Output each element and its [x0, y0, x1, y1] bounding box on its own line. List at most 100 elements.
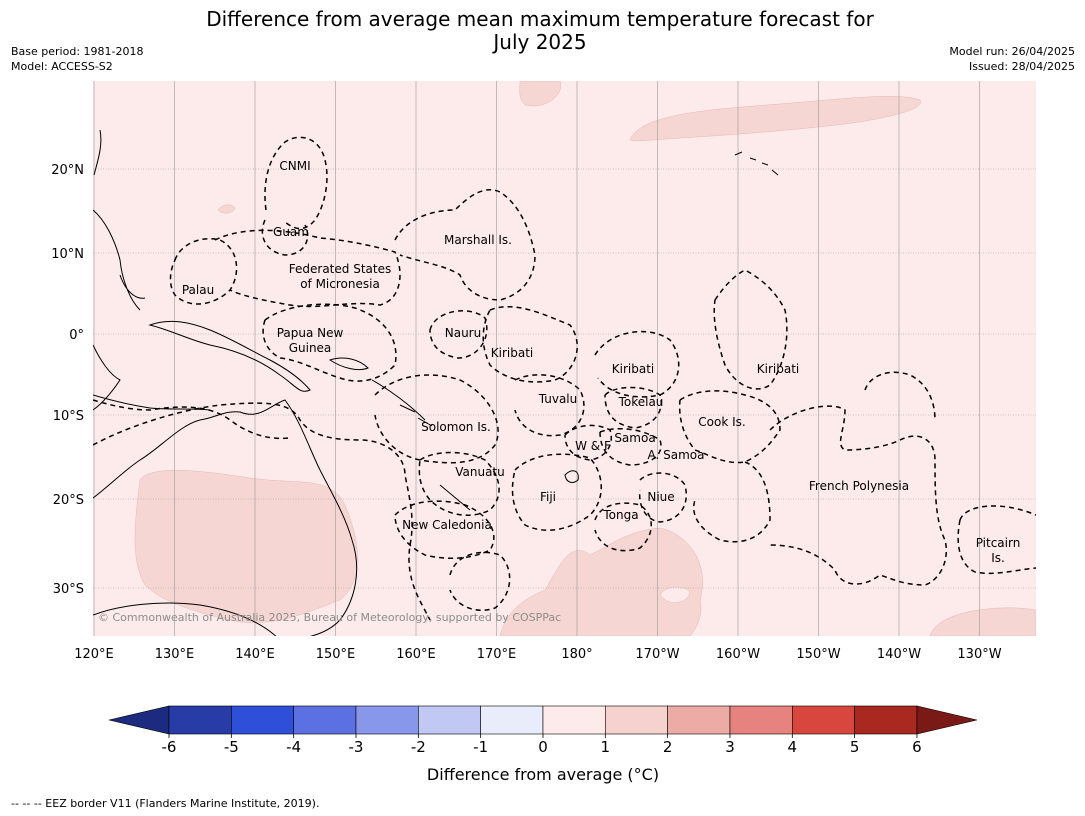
lon-tick-label: 170°W [635, 647, 679, 662]
meta-left: Base period: 1981-2018 Model: ACCESS-S2 [11, 44, 143, 74]
label-kiribati-east: Kiribati [757, 362, 799, 376]
label-pitcairn-line1: Pitcairn [976, 536, 1021, 550]
anomaly-region-small [217, 204, 236, 214]
eez-tokelau [604, 386, 662, 429]
coast-philippines [93, 129, 146, 311]
label-tokelau: Tokelau [618, 395, 664, 409]
anomaly-hole [659, 586, 691, 603]
meta-right: Model run: 26/04/2025 Issued: 28/04/2025 [949, 44, 1075, 74]
label-pitcairn-line2: Is. [991, 551, 1005, 565]
colorbar-tick-label: -1 [473, 738, 488, 756]
model-run: Model run: 26/04/2025 [949, 45, 1075, 58]
label-kiribati-west: Kiribati [491, 346, 533, 360]
colorbar-tick-label: -3 [349, 738, 364, 756]
lat-tick-label: 0° [69, 328, 84, 343]
lon-tick-label: 160°W [716, 647, 760, 662]
label-marshall: Marshall Is. [444, 233, 512, 247]
coast-new-guinea [148, 320, 311, 392]
label-fiji: Fiji [540, 490, 556, 504]
coast-fiji [564, 470, 579, 483]
title-line-2: July 2025 [493, 30, 587, 54]
region-labels: CNMI Guam Marshall Is. Federated States … [182, 159, 1020, 565]
colorbar-tick-label: 5 [850, 738, 860, 756]
colorbar-tick-label: 1 [601, 738, 611, 756]
eez-solomon [374, 374, 499, 464]
colorbar-over-arrow [916, 705, 978, 735]
colorbar-title: Difference from average (°C) [427, 765, 659, 784]
lat-tick-label: 20°S [53, 493, 84, 508]
label-american-samoa: A. Samoa [648, 448, 705, 462]
eez-borders [93, 136, 1036, 621]
lon-tick-label: 140°E [235, 647, 275, 662]
lon-tick-label: 180° [561, 647, 592, 662]
eez-kiribati-w [482, 306, 578, 383]
eez-png [262, 303, 397, 382]
colorbar-segment [791, 705, 855, 735]
eez-tuvalu [514, 374, 585, 437]
colorbar-tick-label: -6 [162, 738, 177, 756]
lat-tick-label: 30°S [53, 582, 84, 597]
label-new-caledonia: New Caledonia [402, 518, 492, 532]
eez-new-caledonia [394, 500, 495, 560]
colorbar-tick-label: 0 [538, 738, 548, 756]
colorbar-tick-label: -2 [411, 738, 426, 756]
colorbar-segment [667, 705, 731, 735]
anomaly-region-australia [134, 470, 358, 623]
colorbar-segment [854, 705, 918, 735]
eez-fsm [214, 229, 401, 308]
lon-tick-label: 170°E [477, 647, 517, 662]
anomaly-region-south-pacific [499, 527, 1036, 636]
label-png-line1: Papua New [277, 326, 344, 340]
lon-tick-label: 130°W [957, 647, 1001, 662]
label-png-line2: Guinea [289, 341, 332, 355]
colorbar-tick-label: 6 [912, 738, 922, 756]
map-area: CNMI Guam Marshall Is. Federated States … [93, 81, 1036, 636]
gridlines [93, 81, 1036, 636]
anomaly-region-north-pacific [519, 81, 921, 142]
eez-cnmi [264, 136, 328, 230]
coastlines [93, 129, 779, 636]
eez-vanuatu [418, 451, 500, 516]
label-cook: Cook Is. [698, 415, 745, 429]
label-guam: Guam [273, 225, 309, 239]
colorbar-segment [168, 705, 232, 735]
eez-wallis-futuna [564, 424, 612, 461]
colorbar-tick-label: 2 [663, 738, 673, 756]
colorbar: -6 -5 -4 -3 -2 -1 0 1 2 3 4 5 6 [108, 705, 978, 756]
copyright-notice: © Commonwealth of Australia 2025, Bureau… [98, 611, 561, 624]
colorbar-segment [293, 705, 357, 735]
longitude-ticks: 120°E 130°E 140°E 150°E 160°E 170°E 180° 170°W 1… [74, 647, 1001, 662]
label-wallis-futuna: W & F [575, 439, 611, 453]
lon-tick-label: 120°E [74, 647, 114, 662]
eez-french-polynesia [769, 405, 947, 586]
coast-new-britain [328, 357, 426, 421]
label-solomon: Solomon Is. [421, 420, 491, 434]
lon-tick-label: 160°E [396, 647, 436, 662]
colorbar-tick-label: 4 [788, 738, 798, 756]
colorbar-segment [542, 705, 606, 735]
latitude-ticks: 20°N 10°N 0° 10°S 20°S 30°S [51, 163, 84, 597]
label-tuvalu: Tuvalu [538, 392, 578, 406]
colorbar-tick-label: -5 [224, 738, 239, 756]
eez-kiribati-c [594, 330, 680, 398]
label-fsm-line1: Federated States [289, 262, 391, 276]
lat-tick-label: 10°N [51, 247, 84, 262]
eez-indonesia [93, 399, 291, 440]
label-french-polynesia: French Polynesia [809, 479, 909, 493]
eez-cook-south [693, 461, 771, 543]
eez-fiji [511, 453, 602, 531]
eez-samoa [599, 427, 662, 466]
label-cnmi: CNMI [279, 159, 310, 173]
lat-tick-label: 20°N [51, 163, 84, 178]
coast-australia [93, 399, 358, 636]
coast-solomon [399, 404, 433, 427]
colorbar-segment [605, 705, 668, 735]
colorbar-segment [729, 705, 793, 735]
label-kiribati-central: Kiribati [612, 362, 654, 376]
eez-nauru [429, 310, 488, 359]
base-period: Base period: 1981-2018 [11, 45, 144, 58]
lon-tick-label: 150°W [796, 647, 840, 662]
label-palau: Palau [182, 283, 214, 297]
colorbar-under-arrow [108, 705, 170, 735]
